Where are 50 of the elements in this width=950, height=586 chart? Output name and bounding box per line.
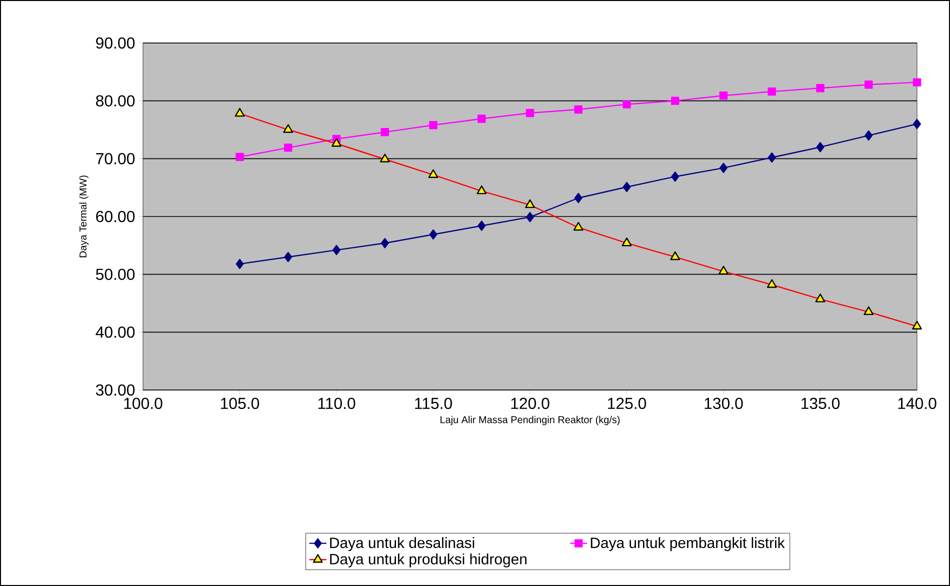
y-tick-label: 60.00 — [96, 210, 135, 222]
x-axis-title: Laju Alir Massa Pendingin Reaktor (kg/s) — [440, 416, 620, 426]
x-tick-label: 110.0 — [318, 398, 356, 410]
point — [526, 108, 534, 118]
legend-label: Daya untuk produksi hidrogen — [330, 553, 526, 568]
point — [913, 118, 921, 130]
legend-label: Daya untuk pembangkit listrik — [590, 537, 785, 552]
point — [236, 152, 244, 162]
y-axis-title: Daya Termal (MW) — [79, 176, 88, 258]
x-tick-label: 120.0 — [511, 398, 550, 410]
x-tick-label: 115.0 — [415, 398, 452, 410]
x-tick-label: 125.0 — [608, 398, 646, 410]
point — [912, 78, 922, 86]
x-tick-label: 100.0 — [124, 398, 162, 410]
point — [478, 114, 486, 123]
point — [671, 172, 680, 182]
point — [478, 220, 486, 231]
x-tick-label: 105.0 — [221, 398, 260, 410]
point — [864, 130, 873, 141]
y-tick-label: 80.00 — [96, 95, 135, 106]
point — [574, 105, 582, 114]
y-tick-label: 70.00 — [96, 153, 135, 164]
point — [768, 152, 776, 163]
point — [284, 252, 292, 262]
point — [719, 92, 728, 100]
point — [816, 142, 824, 152]
y-tick-label: 40.00 — [96, 326, 135, 338]
x-tick-label: 130.0 — [704, 398, 743, 410]
point — [768, 87, 776, 96]
point — [816, 84, 824, 92]
x-tick-label: 140.0 — [898, 398, 936, 410]
point — [526, 212, 534, 222]
point — [332, 244, 340, 256]
legend-label: Daya untuk desalinasi — [330, 537, 474, 552]
point — [380, 238, 389, 248]
point — [622, 100, 631, 108]
point — [236, 258, 244, 270]
point — [864, 80, 873, 89]
y-tick-label: 30.00 — [96, 384, 135, 396]
point — [429, 121, 438, 130]
point — [380, 128, 389, 136]
y-tick-label: 50.00 — [96, 268, 135, 280]
point — [720, 162, 728, 174]
y-tick-label: 90.00 — [96, 37, 135, 49]
point — [671, 96, 680, 105]
point — [574, 192, 582, 204]
point — [622, 182, 631, 192]
x-tick-label: 135.0 — [802, 398, 840, 410]
point — [284, 144, 292, 152]
point — [429, 229, 438, 240]
